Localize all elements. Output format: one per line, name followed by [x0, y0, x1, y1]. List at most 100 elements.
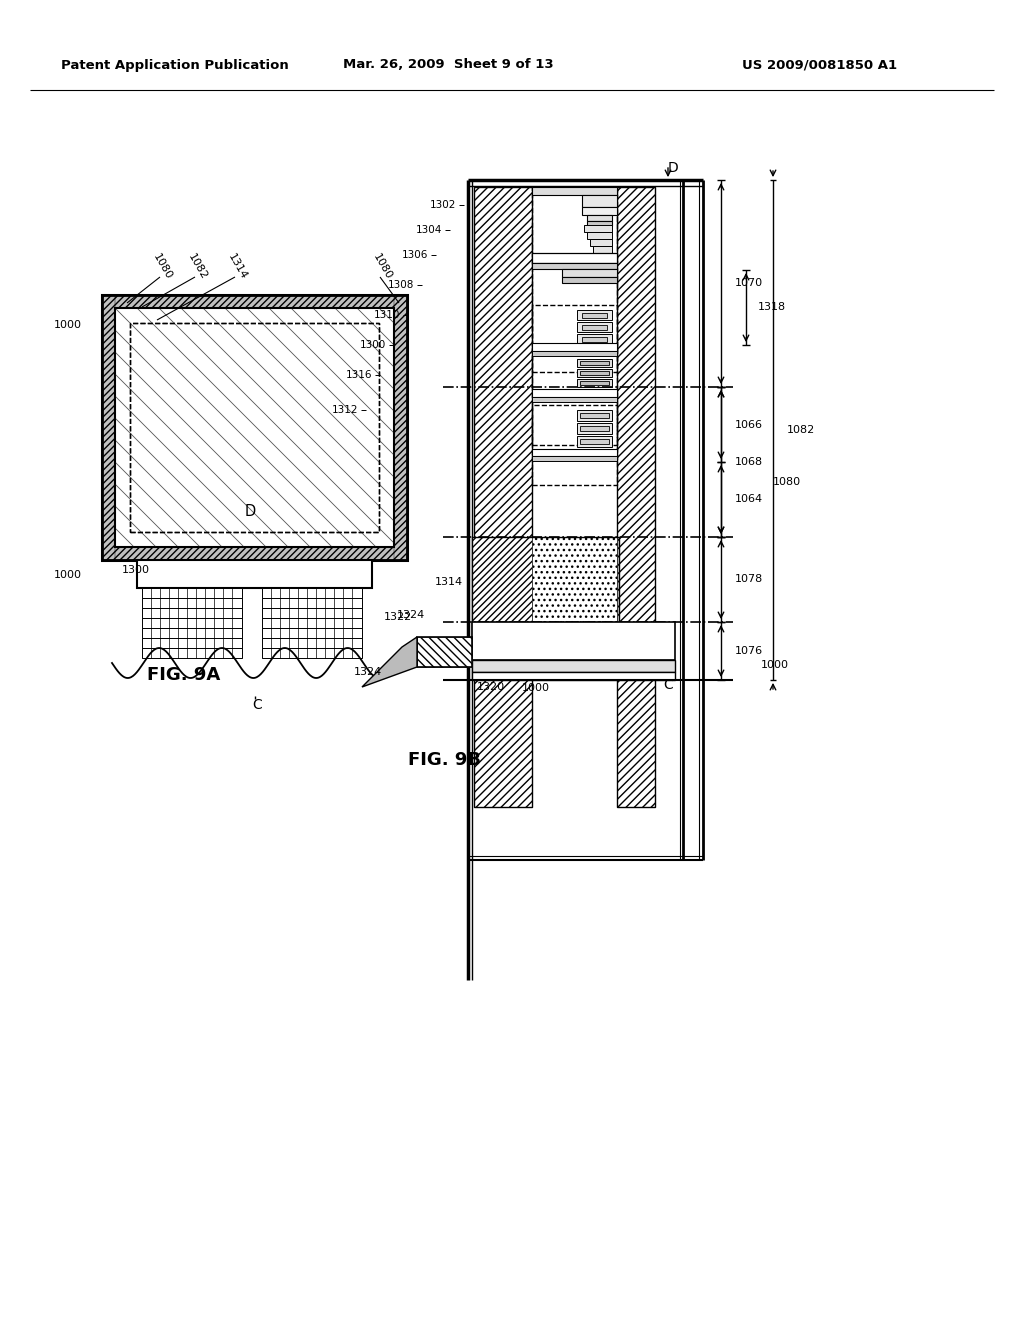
- Bar: [587, 220, 612, 226]
- Text: 1064: 1064: [735, 495, 763, 504]
- Bar: [142, 609, 242, 618]
- Bar: [532, 389, 617, 397]
- Bar: [102, 294, 407, 308]
- Bar: [417, 638, 472, 667]
- Bar: [472, 622, 675, 660]
- Bar: [577, 334, 612, 345]
- Text: Patent Application Publication: Patent Application Publication: [61, 58, 289, 71]
- Text: 1300: 1300: [122, 565, 150, 576]
- Text: 1068: 1068: [735, 457, 763, 467]
- Bar: [417, 638, 472, 667]
- Bar: [532, 449, 617, 455]
- Text: FIG. 9A: FIG. 9A: [147, 667, 220, 684]
- Bar: [577, 310, 612, 319]
- Text: 1000: 1000: [54, 319, 82, 330]
- Bar: [617, 187, 655, 807]
- Text: 1076: 1076: [735, 645, 763, 656]
- Text: 1316: 1316: [345, 370, 372, 380]
- Text: 1000: 1000: [522, 682, 550, 693]
- Bar: [472, 537, 618, 622]
- Bar: [472, 672, 675, 680]
- Text: FIG. 9B: FIG. 9B: [408, 751, 481, 770]
- Bar: [115, 308, 394, 546]
- Bar: [577, 379, 612, 387]
- Text: 1308: 1308: [388, 280, 414, 290]
- Text: 1322: 1322: [384, 612, 412, 622]
- Bar: [262, 648, 362, 657]
- Text: D: D: [668, 161, 678, 176]
- Text: 1082: 1082: [185, 252, 209, 281]
- Bar: [580, 360, 609, 366]
- Bar: [474, 187, 532, 807]
- Bar: [577, 422, 612, 434]
- Bar: [472, 537, 532, 622]
- Bar: [532, 455, 617, 461]
- Bar: [474, 187, 532, 807]
- Bar: [130, 323, 379, 532]
- Text: 1314: 1314: [225, 252, 249, 281]
- Text: D: D: [245, 504, 256, 520]
- Text: 1304: 1304: [416, 224, 442, 235]
- Bar: [580, 426, 609, 432]
- Bar: [577, 411, 612, 421]
- Bar: [580, 440, 609, 444]
- Bar: [587, 215, 612, 220]
- Bar: [115, 308, 394, 546]
- Bar: [262, 628, 362, 638]
- Bar: [142, 648, 242, 657]
- Bar: [590, 239, 612, 246]
- Text: 1082: 1082: [787, 425, 815, 436]
- Bar: [532, 343, 617, 351]
- Bar: [262, 618, 362, 628]
- Bar: [262, 609, 362, 618]
- Bar: [577, 370, 612, 378]
- Bar: [142, 587, 242, 598]
- Text: C: C: [252, 698, 262, 711]
- Bar: [593, 246, 612, 253]
- Bar: [142, 618, 242, 628]
- Bar: [532, 305, 617, 445]
- Text: 1314: 1314: [435, 577, 463, 587]
- Bar: [582, 325, 607, 330]
- Text: 1080: 1080: [773, 477, 801, 487]
- Bar: [532, 351, 617, 356]
- Bar: [582, 207, 617, 215]
- Bar: [584, 224, 612, 232]
- Bar: [532, 187, 617, 195]
- Text: 1000: 1000: [761, 660, 790, 671]
- Bar: [532, 397, 617, 403]
- Bar: [582, 337, 607, 342]
- Bar: [394, 294, 407, 560]
- Bar: [562, 269, 617, 277]
- Text: 1070: 1070: [735, 279, 763, 289]
- Text: 1080: 1080: [371, 252, 393, 281]
- Text: US 2009/0081850 A1: US 2009/0081850 A1: [742, 58, 898, 71]
- Bar: [577, 436, 612, 447]
- Text: 1066: 1066: [735, 420, 763, 429]
- Bar: [102, 294, 115, 560]
- Bar: [102, 294, 407, 560]
- Text: 1324: 1324: [397, 610, 425, 620]
- Bar: [580, 371, 609, 375]
- Bar: [137, 560, 372, 587]
- Bar: [142, 598, 242, 609]
- Bar: [582, 313, 607, 318]
- Bar: [142, 628, 242, 638]
- Text: 1320: 1320: [477, 682, 505, 692]
- Text: 1300: 1300: [359, 341, 386, 350]
- Text: 1302: 1302: [430, 201, 456, 210]
- Text: 1312: 1312: [332, 405, 358, 414]
- Polygon shape: [362, 638, 417, 686]
- Bar: [262, 587, 362, 598]
- Bar: [532, 263, 617, 269]
- Bar: [130, 323, 379, 532]
- Bar: [580, 381, 609, 385]
- Text: 1000: 1000: [54, 570, 82, 579]
- Text: 1306: 1306: [401, 249, 428, 260]
- Bar: [102, 546, 407, 560]
- Bar: [532, 187, 617, 372]
- Text: 1080: 1080: [151, 252, 173, 281]
- Text: 1310: 1310: [374, 310, 400, 319]
- Text: 1078: 1078: [735, 574, 763, 585]
- Bar: [582, 195, 617, 207]
